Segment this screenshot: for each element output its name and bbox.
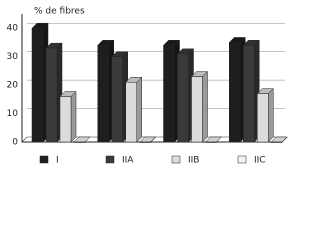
y-tick-label: 0 — [12, 138, 18, 148]
bar — [256, 88, 274, 143]
legend-label: IIC — [254, 156, 266, 166]
legend-label: I — [56, 156, 59, 166]
bar — [59, 90, 77, 143]
bar — [270, 136, 288, 143]
bar — [139, 136, 157, 143]
legend-swatch — [237, 155, 247, 164]
y-tick-label: 10 — [7, 109, 19, 119]
bar — [73, 136, 91, 143]
legend-label: IIB — [188, 156, 199, 166]
y-tick-label: 40 — [7, 24, 19, 34]
bar — [97, 39, 115, 143]
legend-swatch — [171, 155, 181, 164]
bar — [176, 48, 195, 143]
bar — [125, 76, 143, 143]
legend-swatch — [39, 155, 49, 164]
bar — [45, 42, 63, 143]
bar — [31, 22, 49, 143]
y-tick-label: 30 — [7, 52, 19, 62]
y-axis-label: % de fibres — [34, 7, 85, 17]
bar — [204, 136, 223, 143]
y-tick-label: 20 — [7, 81, 19, 91]
bar — [190, 70, 209, 143]
bar — [242, 39, 260, 143]
legend-label: IIA — [122, 156, 134, 166]
bar — [162, 39, 181, 143]
chart: % de fibres 0 10 20 30 40 I IIA IIB IIC — [7, 7, 288, 166]
legend-swatch — [105, 155, 115, 164]
bar — [228, 36, 246, 143]
bar — [111, 51, 129, 143]
